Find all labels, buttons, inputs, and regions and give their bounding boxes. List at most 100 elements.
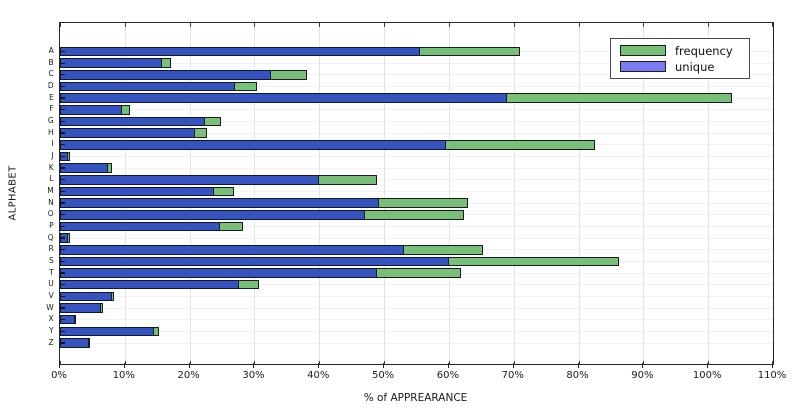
x-tick-label: 110% — [757, 370, 787, 381]
bar-unique-M — [60, 186, 214, 197]
grid-line-y — [60, 330, 773, 332]
y-tick-mark — [60, 144, 65, 146]
x-tick-label: 70% — [501, 370, 524, 381]
bar-unique-N — [60, 198, 379, 208]
plot-area — [59, 22, 774, 365]
bar-unique-O — [60, 209, 366, 220]
grid-line-y — [60, 85, 773, 87]
grid-line-y — [60, 225, 773, 227]
category-label: N — [48, 197, 54, 207]
y-tick-mark — [60, 74, 65, 76]
x-tick-mark-top — [189, 23, 191, 27]
y-tick-mark — [60, 342, 65, 344]
bar-unique-S — [60, 256, 449, 267]
y-tick-mark — [60, 97, 65, 99]
category-label: Q — [47, 232, 54, 242]
category-label: E — [48, 92, 54, 102]
category-label: M — [47, 185, 54, 195]
category-label: T — [49, 267, 54, 277]
category-label: H — [48, 127, 54, 137]
y-tick-mark — [60, 284, 65, 286]
y-tick-mark — [60, 295, 65, 297]
category-label: A — [48, 46, 54, 55]
y-tick-mark — [60, 319, 65, 321]
y-tick-mark — [60, 190, 65, 193]
bar-unique-W — [60, 303, 101, 313]
grid-line-y — [60, 342, 773, 344]
x-tick-mark — [59, 363, 60, 368]
grid-line-y — [60, 284, 773, 286]
y-tick-mark — [60, 330, 65, 332]
x-tick-mark-top — [448, 23, 450, 27]
category-label: P — [49, 220, 54, 230]
x-tick-mark-top — [60, 23, 61, 27]
bar-unique-V — [60, 291, 112, 302]
bar-unique-U — [60, 279, 239, 290]
category-label: F — [49, 104, 54, 114]
x-axis-title: % of APPREARANCE — [363, 392, 468, 404]
unique-swatch — [620, 61, 666, 72]
x-tick-mark-top — [643, 23, 645, 27]
x-tick-mark-top — [513, 23, 515, 27]
category-label: W — [46, 302, 54, 312]
x-tick-mark — [512, 363, 514, 368]
x-tick-label: 60% — [436, 370, 460, 381]
x-tick-label: 20% — [177, 370, 200, 381]
category-label: J — [51, 150, 54, 160]
legend-item-frequency: frequency — [620, 44, 741, 57]
y-tick-mark — [60, 272, 65, 274]
grid-line-y — [60, 319, 773, 321]
grid-line-x — [319, 23, 321, 364]
x-tick-mark-inner — [643, 360, 645, 364]
x-tick-mark-inner — [578, 360, 580, 364]
y-axis-title: ALPHABET — [7, 165, 19, 221]
y-tick-mark — [60, 179, 65, 181]
bar-unique-C — [60, 70, 272, 80]
category-label: C — [48, 69, 54, 79]
y-tick-mark — [60, 214, 65, 216]
bar-unique-I — [60, 139, 446, 150]
grid-line-y — [60, 109, 773, 111]
x-tick-mark-inner — [513, 360, 515, 364]
bar-unique-D — [60, 81, 235, 92]
legend: frequency unique — [610, 38, 750, 79]
bar-unique-G — [60, 116, 205, 127]
x-tick-label: 100% — [692, 370, 722, 381]
bar-unique-T — [60, 268, 377, 278]
bar-unique-H — [60, 128, 196, 138]
x-tick-mark-inner — [124, 360, 126, 364]
grid-line-y — [60, 132, 773, 134]
x-tick-label: 0% — [51, 370, 67, 381]
category-label: I — [51, 139, 54, 149]
x-tick-mark-top — [384, 23, 386, 27]
y-tick-mark — [60, 260, 65, 263]
x-tick-mark — [253, 363, 255, 368]
x-tick-label: 80% — [566, 370, 589, 381]
x-tick-mark — [772, 363, 773, 368]
x-tick-mark-top — [124, 23, 126, 27]
category-label: G — [47, 115, 54, 125]
legend-label-unique: unique — [675, 59, 715, 74]
category-label: O — [47, 209, 54, 219]
grid-line-y — [60, 120, 773, 122]
x-tick-mark-top — [708, 23, 710, 27]
grid-line-y — [60, 74, 773, 76]
y-tick-mark — [60, 225, 65, 228]
legend-label-frequency: frequency — [675, 43, 733, 58]
frequency-swatch — [620, 45, 666, 56]
y-tick-mark — [60, 50, 65, 53]
grid-line-x — [513, 23, 515, 364]
bar-unique-E — [60, 93, 508, 103]
x-tick-label: 50% — [371, 370, 395, 381]
x-tick-mark — [188, 363, 190, 368]
bar-unique-Y — [60, 326, 154, 337]
y-tick-mark — [60, 132, 65, 134]
grid-line-x — [578, 23, 580, 364]
grid-line-y — [60, 307, 773, 309]
x-tick-mark — [318, 363, 320, 368]
x-tick-label: 10% — [112, 370, 135, 381]
x-tick-mark — [707, 363, 709, 368]
y-tick-mark — [60, 202, 65, 204]
y-tick-mark — [60, 85, 65, 88]
